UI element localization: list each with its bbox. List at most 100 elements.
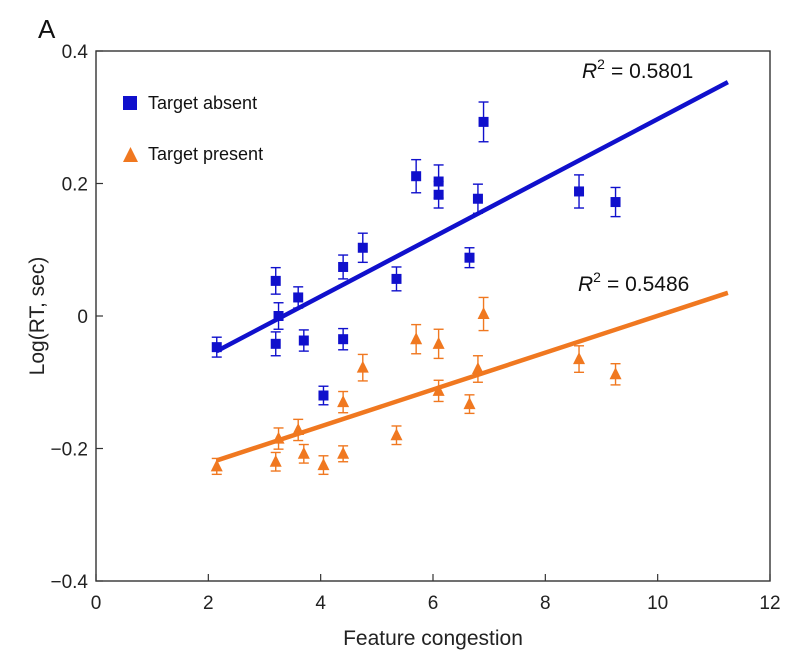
r2-symbol: R [582, 60, 597, 83]
data-point-target-absent [273, 302, 284, 330]
marker-triangle [337, 395, 350, 408]
marker-square [391, 273, 402, 284]
marker-square [433, 189, 444, 200]
marker-triangle [390, 428, 403, 441]
data-point-target-present [317, 455, 330, 476]
marker-square [270, 338, 281, 349]
data-point-target-present [471, 355, 484, 383]
marker-square [338, 261, 349, 272]
legend-marker-target-present [123, 147, 138, 162]
x-tick-label: 8 [540, 593, 551, 614]
data-point-target-present [272, 427, 285, 450]
marker-square [270, 275, 281, 286]
marker-square [411, 171, 422, 182]
x-tick-label: 6 [428, 593, 439, 614]
legend: Target absent Target present [123, 93, 263, 164]
ticks: 0 2 4 6 8 10 12 0.4 0.2 0 −0.2 −0.4 [50, 42, 780, 614]
marker-triangle [410, 332, 423, 345]
data-point-target-present [337, 390, 350, 414]
legend-marker-target-absent [123, 96, 137, 110]
fit-line-target-absent [215, 80, 729, 354]
marker-triangle [573, 352, 586, 365]
marker-square [298, 335, 309, 346]
marker-triangle [609, 367, 622, 380]
data-point-target-absent [391, 266, 402, 292]
data-point-target-present [573, 345, 586, 374]
data-point-target-absent [270, 331, 281, 357]
x-tick-label: 2 [203, 593, 214, 614]
data-point-target-present [356, 353, 369, 382]
r2-superscript: 2 [593, 269, 601, 285]
marker-square [293, 292, 304, 303]
data-point-target-absent [211, 336, 222, 358]
marker-triangle [337, 446, 350, 459]
marker-square [211, 342, 222, 353]
marker-square [338, 334, 349, 345]
data-point-target-present [292, 418, 305, 442]
marker-triangle [463, 397, 476, 410]
plot-frame [95, 50, 771, 582]
marker-square [464, 252, 475, 263]
y-axis-label: Log(RT, sec) [26, 257, 49, 376]
marker-triangle [432, 383, 445, 396]
data-point-target-present [337, 445, 350, 463]
data-point-target-absent [411, 158, 422, 194]
legend-label-target-absent: Target absent [148, 93, 257, 113]
legend-label-target-present: Target present [148, 144, 263, 164]
data-point-target-absent [338, 254, 349, 280]
marker-triangle [292, 422, 305, 435]
data-point-target-absent [338, 327, 349, 351]
marker-square [357, 242, 368, 253]
data-point-target-absent [293, 286, 304, 309]
data-point-target-present [432, 328, 445, 360]
data-points [210, 101, 622, 476]
data-point-target-present [463, 394, 476, 415]
marker-square [478, 116, 489, 127]
marker-square [610, 197, 621, 208]
data-point-target-absent [357, 232, 368, 264]
marker-square [574, 186, 585, 197]
marker-triangle [272, 431, 285, 444]
data-point-target-absent [610, 186, 621, 218]
r2-value: = 0.5486 [607, 273, 689, 296]
data-point-target-present [477, 296, 490, 332]
marker-square [318, 390, 329, 401]
marker-square [472, 193, 483, 204]
marker-triangle [432, 336, 445, 349]
data-point-target-absent [574, 174, 585, 209]
y-tick-label: 0.2 [62, 175, 88, 196]
r2-annotation-target-absent: R2 = 0.5801 [582, 56, 693, 83]
data-point-target-absent [270, 266, 281, 295]
y-tick-label: 0.4 [62, 42, 89, 63]
marker-triangle [471, 362, 484, 374]
x-tick-label: 4 [315, 593, 326, 614]
x-tick-label: 0 [91, 593, 102, 614]
r2-symbol: R [578, 273, 593, 296]
data-point-target-present [432, 379, 445, 403]
axes [95, 50, 771, 582]
x-tick-label: 12 [759, 593, 780, 614]
data-point-target-absent [478, 101, 489, 143]
marker-triangle [356, 360, 369, 373]
r2-value: = 0.5801 [611, 60, 693, 83]
marker-triangle [317, 458, 330, 471]
r2-superscript: 2 [597, 56, 605, 72]
x-axis-label: Feature congestion [343, 627, 523, 650]
panel-label: A [38, 14, 56, 44]
y-tick-label: 0 [77, 307, 88, 328]
data-point-target-absent [318, 385, 329, 406]
marker-square [273, 311, 284, 321]
data-point-target-present [390, 425, 403, 446]
data-point-target-absent [433, 180, 444, 209]
data-point-target-present [410, 323, 423, 355]
marker-triangle [477, 307, 490, 320]
data-point-target-present [609, 363, 622, 386]
data-point-target-absent [298, 329, 309, 352]
marker-triangle [297, 446, 310, 459]
data-point-target-absent [472, 183, 483, 215]
marker-triangle [269, 454, 282, 467]
y-tick-label: −0.4 [50, 572, 88, 593]
r2-annotation-target-present: R2 = 0.5486 [578, 269, 689, 296]
data-point-target-present [269, 451, 282, 472]
